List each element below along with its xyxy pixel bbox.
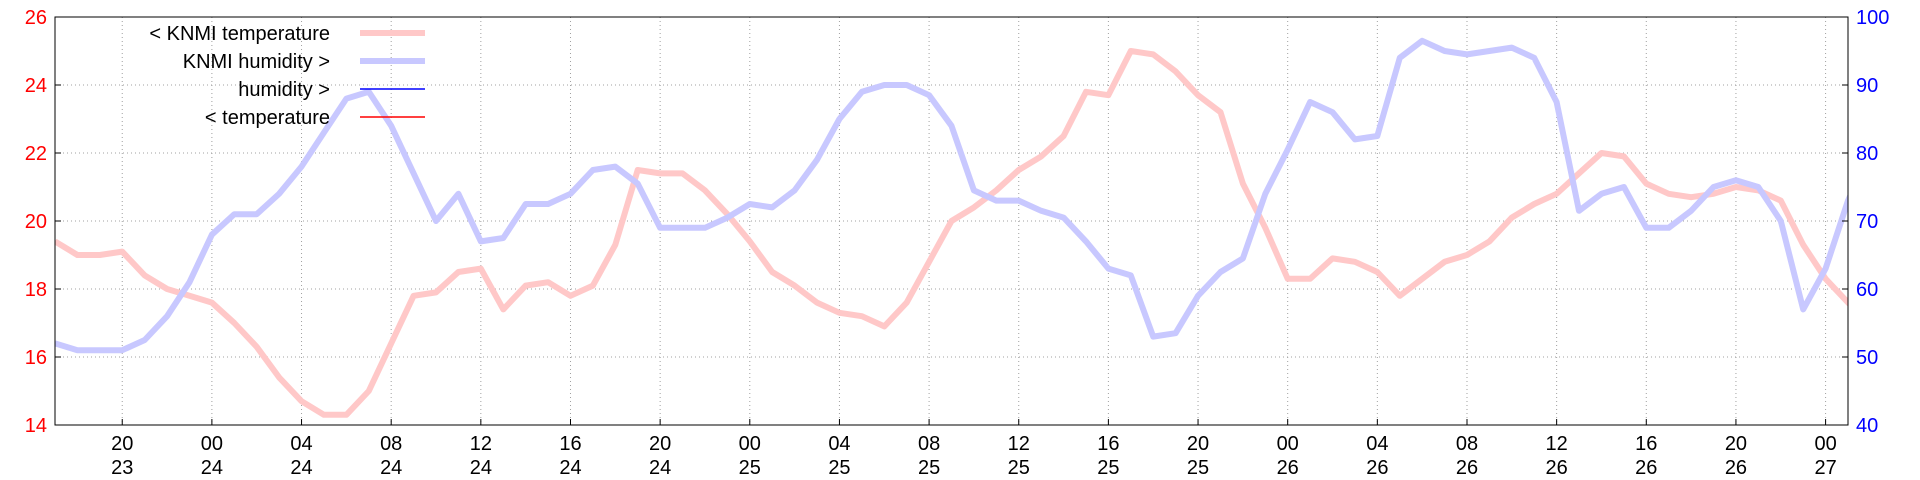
x-tick-hour-label: 16 — [559, 433, 581, 455]
x-tick-day-label: 25 — [739, 457, 761, 479]
y-right-tick-label: 60 — [1856, 279, 1878, 301]
legend: < KNMI temperature KNMI humidity > humidit… — [149, 23, 425, 129]
x-tick-day-label: 25 — [918, 457, 940, 479]
x-tick-day-label: 23 — [111, 457, 133, 479]
legend-label: < temperature — [205, 107, 330, 129]
series-line — [55, 37, 1848, 354]
x-tick-day-label: 24 — [290, 457, 312, 479]
y-left-tick-label: 26 — [25, 7, 47, 29]
y-left-tick-label: 22 — [25, 143, 47, 165]
x-tick-day-label: 26 — [1277, 457, 1299, 479]
y-right-tick-label: 80 — [1856, 143, 1878, 165]
y-right-tick-label: 100 — [1856, 7, 1889, 29]
x-tick-hour-label: 08 — [380, 433, 402, 455]
x-tick-day-label: 24 — [649, 457, 671, 479]
x-tick-hour-label: 20 — [1725, 433, 1747, 455]
x-tick-hour-label: 12 — [1546, 433, 1568, 455]
legend-label: KNMI humidity > — [183, 51, 330, 73]
y-left-tick-label: 20 — [25, 211, 47, 233]
x-tick-hour-label: 20 — [1187, 433, 1209, 455]
legend-label: < KNMI temperature — [149, 23, 330, 45]
x-tick-hour-label: 12 — [1008, 433, 1030, 455]
x-tick-day-label: 25 — [828, 457, 850, 479]
x-tick-day-label: 26 — [1635, 457, 1657, 479]
x-tick-hour-label: 16 — [1635, 433, 1657, 455]
x-tick-day-label: 26 — [1546, 457, 1568, 479]
x-tick-hour-label: 08 — [918, 433, 940, 455]
x-tick-hour-label: 20 — [111, 433, 133, 455]
y-axis-left-ticks: 14 16 18 20 22 24 26 — [25, 7, 61, 437]
x-tick-hour-label: 00 — [201, 433, 223, 455]
x-tick-hour-label: 00 — [1814, 433, 1836, 455]
y-left-tick-label: 14 — [25, 415, 47, 437]
series-line — [55, 48, 1848, 418]
y-left-tick-label: 24 — [25, 75, 47, 97]
y-left-tick-label: 18 — [25, 279, 47, 301]
x-tick-day-label: 27 — [1814, 457, 1836, 479]
x-tick-day-label: 24 — [201, 457, 223, 479]
y-right-tick-label: 40 — [1856, 415, 1878, 437]
x-tick-day-label: 25 — [1097, 457, 1119, 479]
x-tick-hour-label: 04 — [1366, 433, 1388, 455]
y-right-tick-label: 70 — [1856, 211, 1878, 233]
x-tick-hour-label: 12 — [470, 433, 492, 455]
x-tick-hour-label: 08 — [1456, 433, 1478, 455]
x-tick-day-label: 26 — [1725, 457, 1747, 479]
x-tick-hour-label: 20 — [649, 433, 671, 455]
y-left-tick-label: 16 — [25, 347, 47, 369]
x-tick-day-label: 24 — [380, 457, 402, 479]
x-tick-hour-label: 00 — [1277, 433, 1299, 455]
x-axis-ticks: 2023002404240824122416242024002504250825… — [111, 419, 1837, 479]
x-tick-hour-label: 00 — [739, 433, 761, 455]
series-lines — [55, 37, 1848, 418]
legend-label: humidity > — [238, 79, 330, 101]
x-tick-day-label: 25 — [1008, 457, 1030, 479]
x-tick-day-label: 24 — [470, 457, 492, 479]
x-tick-day-label: 26 — [1366, 457, 1388, 479]
x-tick-day-label: 26 — [1456, 457, 1478, 479]
x-tick-hour-label: 16 — [1097, 433, 1119, 455]
x-tick-hour-label: 04 — [290, 433, 312, 455]
x-tick-day-label: 25 — [1187, 457, 1209, 479]
y-right-tick-label: 90 — [1856, 75, 1878, 97]
x-tick-hour-label: 04 — [828, 433, 850, 455]
x-tick-day-label: 24 — [559, 457, 581, 479]
y-axis-right-ticks: 40 50 60 70 80 90 100 — [1842, 7, 1889, 437]
y-right-tick-label: 50 — [1856, 347, 1878, 369]
